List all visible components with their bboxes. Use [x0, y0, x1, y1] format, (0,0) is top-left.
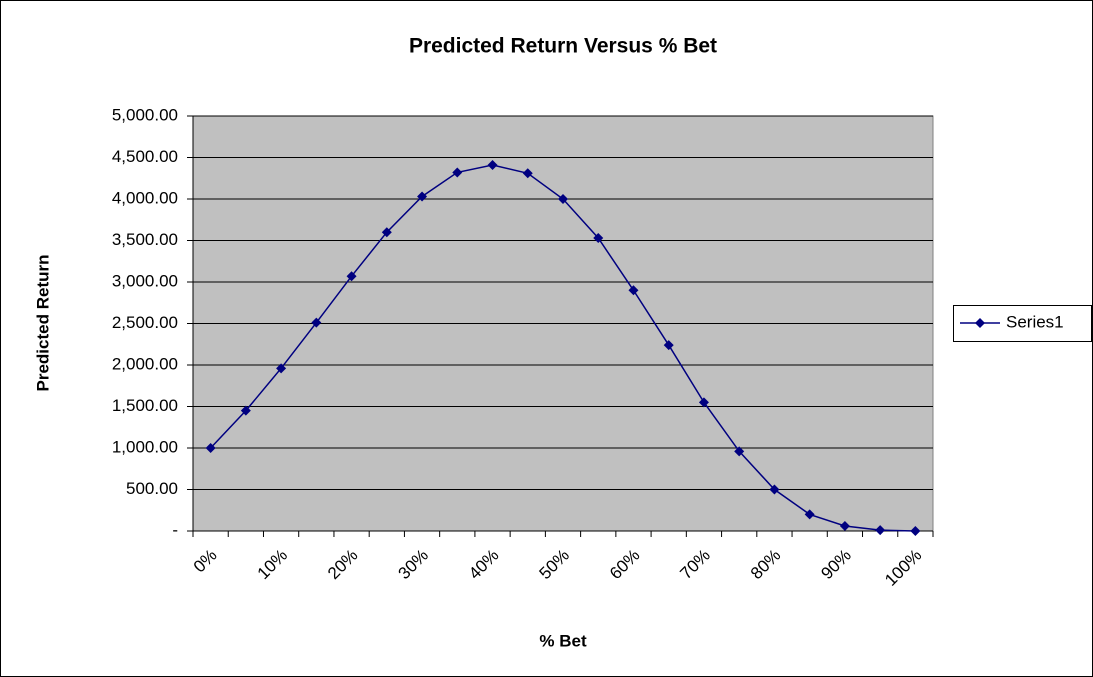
legend-label: Series1 — [1006, 312, 1064, 331]
data-point — [381, 227, 392, 238]
y-tick-label: - — [172, 520, 178, 539]
data-point — [522, 168, 533, 179]
y-tick-label: 2,500.00 — [112, 313, 178, 332]
data-point — [593, 233, 604, 244]
data-point — [839, 521, 850, 532]
y-tick-label: 2,000.00 — [112, 354, 178, 373]
data-point — [276, 363, 287, 374]
data-point — [558, 194, 568, 204]
data-point — [734, 446, 745, 457]
data-point — [417, 191, 428, 202]
chart-title: Predicted Return Versus % Bet — [409, 35, 717, 58]
data-point — [346, 271, 357, 282]
data-point — [698, 397, 709, 408]
y-tick-label: 3,000.00 — [112, 271, 178, 290]
y-tick-label: 5,000.00 — [112, 105, 178, 124]
data-point — [452, 167, 463, 178]
y-tick-label: 500.00 — [126, 479, 178, 498]
data-point — [769, 484, 780, 495]
data-point — [628, 285, 639, 296]
y-axis-label: Predicted Return — [33, 255, 52, 392]
x-axis-label: % Bet — [539, 631, 587, 650]
data-point — [910, 526, 921, 536]
data-point — [663, 340, 674, 351]
data-point — [875, 525, 886, 536]
data-point — [804, 509, 815, 520]
legend-marker — [975, 318, 985, 328]
data-point — [240, 405, 251, 416]
y-tick-label: 1,500.00 — [112, 396, 178, 415]
data-point — [487, 159, 498, 170]
y-tick-label: 1,000.00 — [112, 437, 178, 456]
y-tick-label: 3,500.00 — [112, 230, 178, 249]
y-tick-label: 4,000.00 — [112, 188, 178, 207]
data-point — [205, 443, 216, 453]
y-tick-label: 4,500.00 — [112, 147, 178, 166]
data-point — [311, 317, 322, 328]
